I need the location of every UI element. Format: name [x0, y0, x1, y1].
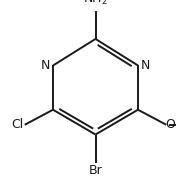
Text: Br: Br [89, 164, 102, 177]
Text: Cl: Cl [12, 118, 24, 131]
Text: O: O [165, 118, 175, 131]
Text: NH$_2$: NH$_2$ [83, 0, 108, 7]
Text: N: N [141, 59, 150, 72]
Text: N: N [41, 59, 50, 72]
